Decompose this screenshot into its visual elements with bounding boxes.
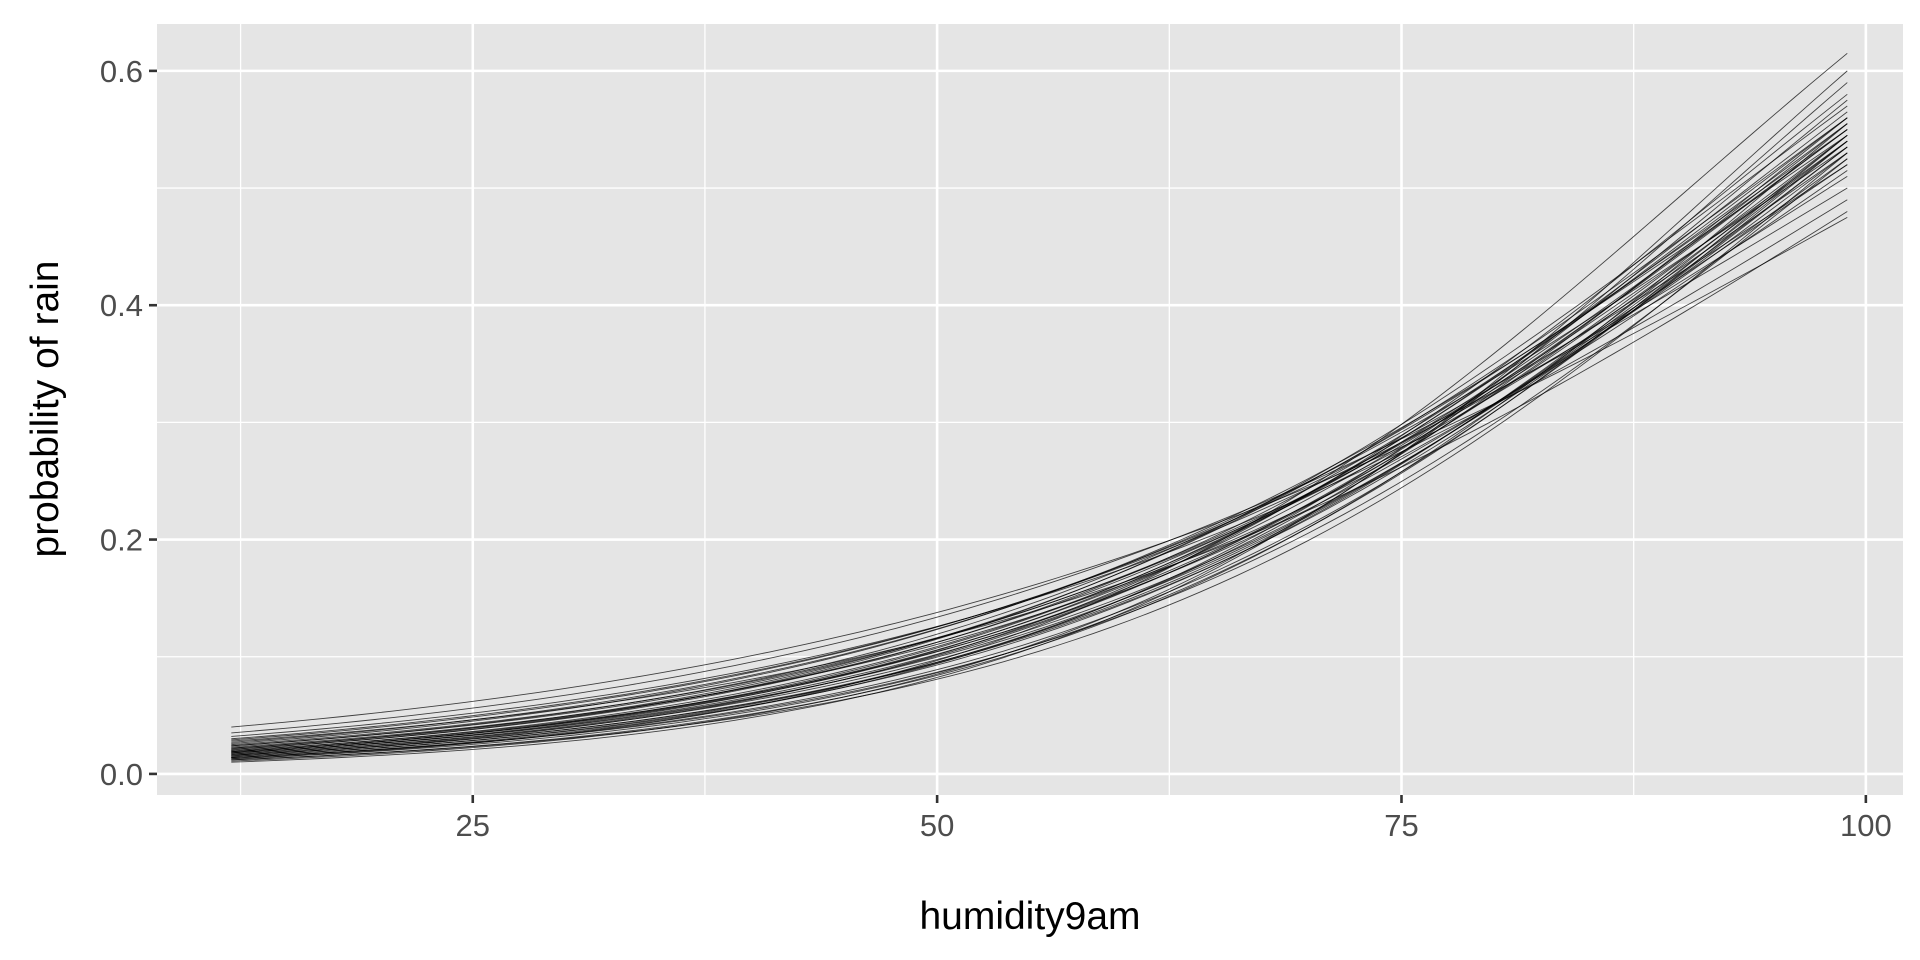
- plot-panel: [157, 24, 1903, 795]
- x-tick-label: 50: [920, 808, 954, 843]
- probability-curve: [231, 105, 1848, 750]
- probability-curve: [231, 158, 1848, 758]
- y-tick-label: 0.0: [100, 757, 143, 792]
- y-tick-label: 0.4: [100, 288, 143, 323]
- probability-curve: [231, 82, 1848, 762]
- curves-layer: [231, 52, 1848, 763]
- probability-curve: [231, 164, 1848, 741]
- probability-curve: [231, 140, 1848, 749]
- y-tick-label: 0.6: [100, 54, 143, 89]
- probability-curve: [231, 170, 1848, 748]
- probability-curve: [231, 146, 1848, 743]
- x-tick-label: 25: [456, 808, 490, 843]
- probability-curve: [231, 140, 1848, 756]
- y-axis-title: probability of rain: [24, 261, 67, 558]
- probability-curve: [231, 129, 1848, 747]
- probability-curve: [231, 152, 1848, 761]
- probability-curve: [231, 146, 1848, 755]
- x-axis-title: humidity9am: [919, 895, 1140, 938]
- axes-layer: 25 50 75 100 0.0 0.2 0.4 0.6: [100, 54, 1892, 843]
- x-tick-label: 75: [1384, 808, 1418, 843]
- x-tick-label: 100: [1840, 808, 1892, 843]
- probability-curve: [231, 216, 1848, 728]
- probability-curve: [231, 117, 1848, 757]
- probability-curve: [231, 152, 1848, 754]
- y-tick-label: 0.2: [100, 523, 143, 558]
- probability-curve: [231, 123, 1848, 755]
- grid-lines: [157, 24, 1903, 795]
- probability-curve: [231, 117, 1848, 753]
